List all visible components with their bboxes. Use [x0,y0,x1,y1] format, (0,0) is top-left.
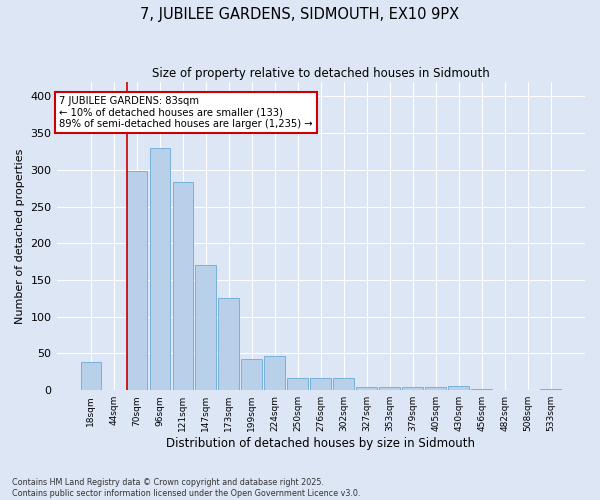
Y-axis label: Number of detached properties: Number of detached properties [15,148,25,324]
Text: 7, JUBILEE GARDENS, SIDMOUTH, EX10 9PX: 7, JUBILEE GARDENS, SIDMOUTH, EX10 9PX [140,8,460,22]
Bar [127,172,147,390]
Bar [241,358,262,390]
Bar [379,386,400,390]
Bar [287,378,308,390]
Title: Size of property relative to detached houses in Sidmouth: Size of property relative to detached ho… [152,68,490,80]
Bar [173,182,193,390]
Bar [218,298,239,390]
Text: Contains HM Land Registry data © Crown copyright and database right 2025.
Contai: Contains HM Land Registry data © Crown c… [12,478,361,498]
Bar [80,362,101,390]
Text: 7 JUBILEE GARDENS: 83sqm
← 10% of detached houses are smaller (133)
89% of semi-: 7 JUBILEE GARDENS: 83sqm ← 10% of detach… [59,96,313,129]
Bar [403,386,423,390]
Bar [149,148,170,390]
Bar [265,356,285,390]
Bar [425,386,446,390]
X-axis label: Distribution of detached houses by size in Sidmouth: Distribution of detached houses by size … [166,437,475,450]
Bar [196,266,216,390]
Bar [448,386,469,390]
Bar [310,378,331,390]
Bar [356,386,377,390]
Bar [334,378,354,390]
